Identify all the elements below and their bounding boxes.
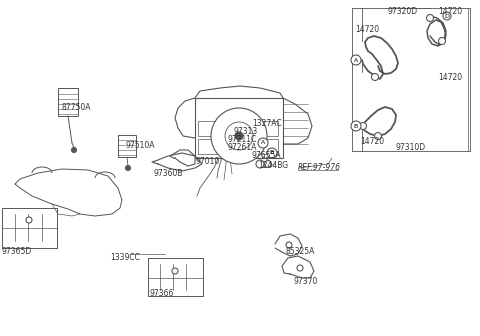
Bar bbox=[195, 98, 283, 158]
Circle shape bbox=[267, 148, 277, 158]
Text: 97211C: 97211C bbox=[228, 134, 257, 143]
Circle shape bbox=[172, 268, 178, 274]
Text: 97510A: 97510A bbox=[126, 141, 156, 151]
Text: 97010: 97010 bbox=[195, 157, 219, 166]
Text: 97261A: 97261A bbox=[228, 142, 257, 152]
Circle shape bbox=[443, 12, 451, 20]
Bar bbox=[254, 121, 278, 136]
Bar bbox=[118, 135, 136, 157]
Text: 97320D: 97320D bbox=[388, 7, 418, 16]
Circle shape bbox=[211, 108, 267, 164]
Circle shape bbox=[264, 161, 272, 168]
Text: 97366: 97366 bbox=[150, 289, 174, 297]
Circle shape bbox=[235, 132, 243, 140]
Text: D: D bbox=[444, 13, 449, 18]
Text: 1339CC: 1339CC bbox=[110, 253, 140, 262]
Text: 87750A: 87750A bbox=[62, 103, 92, 113]
Bar bbox=[254, 139, 278, 154]
Circle shape bbox=[360, 123, 367, 129]
Text: 14720: 14720 bbox=[438, 7, 462, 16]
Circle shape bbox=[351, 55, 361, 65]
Bar bbox=[198, 139, 222, 154]
Circle shape bbox=[372, 74, 379, 81]
Text: 97313: 97313 bbox=[234, 126, 258, 135]
Text: 97360B: 97360B bbox=[153, 168, 182, 177]
Text: REF.97-976: REF.97-976 bbox=[298, 164, 341, 172]
Circle shape bbox=[427, 14, 433, 22]
Circle shape bbox=[72, 148, 76, 153]
Circle shape bbox=[26, 217, 32, 223]
Text: 97370: 97370 bbox=[293, 277, 317, 286]
Bar bbox=[198, 121, 222, 136]
Circle shape bbox=[439, 38, 445, 44]
Bar bbox=[2, 208, 57, 248]
Text: 85325A: 85325A bbox=[285, 247, 314, 255]
Circle shape bbox=[374, 132, 382, 139]
Text: B: B bbox=[270, 151, 274, 156]
Text: 14720: 14720 bbox=[360, 137, 384, 146]
Text: 14720: 14720 bbox=[355, 25, 379, 34]
Text: 97365D: 97365D bbox=[2, 247, 32, 255]
Text: 14720: 14720 bbox=[438, 74, 462, 83]
Circle shape bbox=[297, 265, 303, 271]
Text: A: A bbox=[261, 140, 265, 145]
Text: 97655A: 97655A bbox=[252, 152, 282, 161]
Text: 1327AC: 1327AC bbox=[252, 119, 282, 127]
Text: 1244BG: 1244BG bbox=[258, 162, 288, 170]
Text: A: A bbox=[354, 57, 358, 62]
Bar bbox=[226, 139, 250, 154]
Circle shape bbox=[125, 166, 131, 170]
Bar bbox=[148, 258, 203, 296]
Bar bbox=[58, 88, 78, 116]
Circle shape bbox=[351, 121, 361, 131]
Text: 97310D: 97310D bbox=[395, 143, 425, 153]
Circle shape bbox=[286, 242, 292, 248]
Text: B: B bbox=[354, 124, 358, 128]
Circle shape bbox=[225, 122, 253, 150]
Circle shape bbox=[258, 138, 268, 148]
Bar bbox=[226, 121, 250, 136]
Circle shape bbox=[256, 160, 264, 168]
